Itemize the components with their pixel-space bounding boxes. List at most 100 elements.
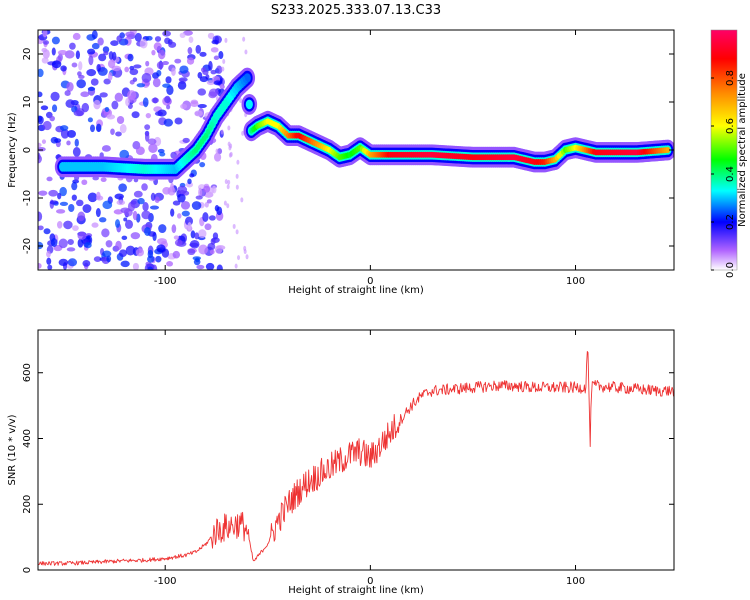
noise-blob [38, 115, 44, 125]
noise-blob [177, 213, 182, 219]
spectrogram-y-label: Frequency (Hz) [7, 112, 18, 188]
noise-blob [187, 178, 192, 185]
noise-blob [243, 249, 247, 255]
noise-blob [205, 262, 215, 270]
noise-blob [208, 215, 216, 221]
noise-blob [198, 229, 207, 238]
noise-blob [38, 142, 42, 148]
noise-blob [212, 232, 219, 240]
noise-blob [181, 210, 190, 217]
snr-y-label: SNR (10 * v/v) [7, 414, 18, 485]
noise-blob [195, 257, 200, 263]
noise-blob [162, 83, 171, 88]
noise-blob [98, 217, 107, 223]
noise-blob [116, 116, 125, 125]
noise-blob [102, 250, 112, 258]
noise-blob [130, 200, 137, 205]
noise-blob [89, 124, 95, 133]
noise-blob [241, 130, 245, 136]
noise-blob [106, 114, 116, 120]
noise-blob [147, 138, 157, 145]
noise-blob [102, 46, 110, 53]
noise-blob [145, 60, 150, 67]
noise-blob [198, 187, 203, 198]
noise-blob [197, 72, 203, 79]
noise-blob [145, 35, 153, 41]
noise-blob [69, 42, 76, 50]
noise-blob [48, 189, 59, 197]
noise-blob [204, 201, 209, 208]
noise-blob [124, 219, 134, 229]
noise-blob [171, 67, 176, 77]
noise-blob [135, 146, 145, 156]
noise-blob [151, 49, 156, 56]
noise-blob [59, 186, 67, 197]
spectrogram-x-label: Height of straight line (km) [288, 285, 424, 296]
noise-blob [133, 64, 142, 69]
y-tick-label: -20 [22, 238, 33, 254]
chart-title: S233.2025.333.07.13.C33 [271, 3, 441, 18]
noise-blob [232, 223, 236, 229]
noise-blob [51, 47, 56, 56]
spectrogram-y-ticks: -20 -10 0 10 20 [22, 48, 674, 254]
noise-blob [51, 36, 60, 45]
noise-blob [125, 31, 135, 38]
noise-blob [141, 210, 151, 220]
noise-blob [100, 177, 107, 183]
noise-blob [114, 209, 121, 215]
noise-blob [152, 72, 159, 79]
noise-blob [197, 103, 207, 109]
noise-blob [164, 95, 171, 104]
noise-blob [65, 99, 75, 108]
noise-blob [47, 264, 53, 270]
noise-blob [38, 91, 43, 98]
noise-blob [87, 48, 96, 55]
noise-blob [67, 258, 78, 267]
noise-blob [213, 152, 222, 162]
noise-blob [207, 32, 215, 39]
ridge-cell [245, 75, 250, 81]
noise-blob [86, 69, 97, 77]
noise-blob [178, 77, 188, 82]
snr-content [38, 351, 674, 566]
y-tick-label: 400 [22, 429, 33, 448]
noise-blob [177, 193, 186, 203]
colorbar-tick-label: 0.0 [725, 262, 736, 278]
noise-blob [165, 76, 172, 84]
noise-blob [108, 51, 114, 60]
noise-blob [198, 244, 209, 255]
noise-blob [158, 49, 166, 60]
noise-blob [116, 199, 126, 206]
noise-blob [88, 55, 94, 66]
noise-blob [213, 55, 220, 61]
noise-blob [132, 210, 138, 221]
noise-blob [84, 242, 92, 249]
noise-blob [145, 113, 152, 119]
noise-blob [166, 104, 171, 110]
snr-panel: -100 0 100 0 200 400 600 Height of straight l… [7, 329, 675, 596]
noise-blob [76, 79, 86, 89]
noise-blob [41, 57, 49, 64]
ridge-cell [247, 101, 252, 108]
noise-blob [67, 238, 74, 246]
noise-blob [195, 44, 202, 54]
noise-blob [38, 262, 42, 269]
noise-blob [42, 40, 50, 45]
noise-blob [183, 30, 193, 36]
noise-blob [210, 238, 216, 245]
noise-blob [163, 118, 174, 127]
noise-blob [150, 192, 156, 201]
noise-blob [59, 125, 69, 131]
noise-blob [110, 40, 119, 46]
noise-blob [223, 200, 227, 206]
noise-blob [43, 228, 51, 235]
noise-blob [135, 248, 144, 257]
noise-blob [137, 197, 145, 205]
noise-blob [189, 173, 195, 178]
noise-blob [133, 190, 143, 198]
noise-blob [119, 124, 127, 134]
colorbar-ticks: 0.0 0.2 0.4 0.6 0.8 [711, 70, 736, 278]
colorbar-tick-label: 0.4 [725, 166, 736, 182]
noise-blob [242, 36, 246, 42]
noise-blob [63, 220, 73, 230]
